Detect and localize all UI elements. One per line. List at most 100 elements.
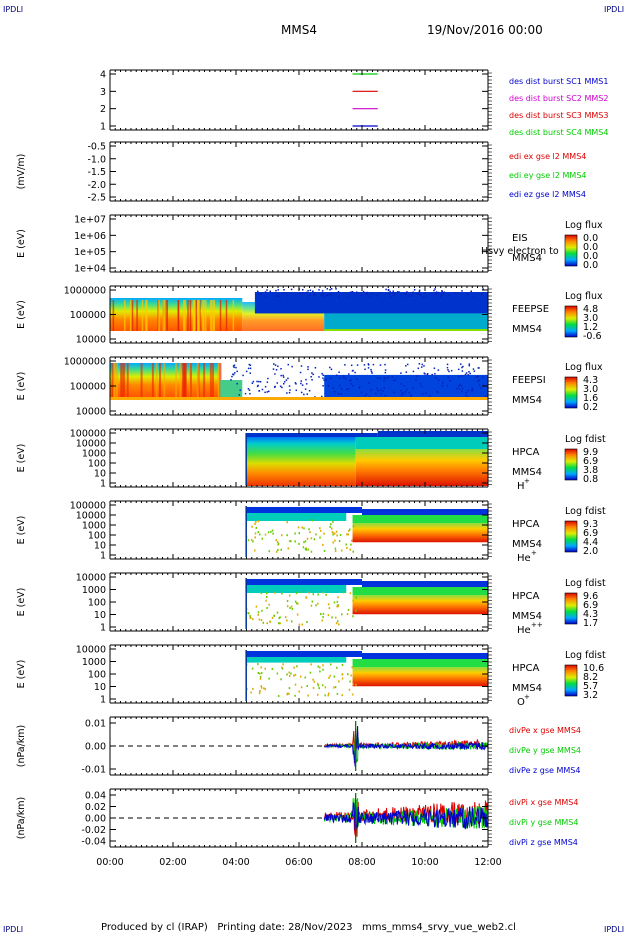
feepsi-noise-dot	[251, 382, 254, 384]
hpca-speck	[286, 521, 288, 524]
feepsi-noise-dot	[459, 363, 462, 365]
feepsi-noise-dot	[461, 366, 463, 369]
hpca_o-y-tick-label: 10000	[76, 645, 106, 656]
hpca-speck	[355, 596, 358, 599]
feepse-y-label: E (eV)	[16, 300, 27, 329]
feepse-streak	[183, 300, 185, 331]
hpca-speck	[323, 549, 326, 552]
feepse-noise-dot	[274, 295, 277, 297]
feepsi-noise-dot	[478, 379, 480, 382]
feepsi-noise-dot	[446, 366, 449, 369]
hpca-speck	[255, 605, 258, 608]
date-title: 19/Nov/2016 00:00	[427, 23, 543, 37]
divpe-y-tick-label: 0.01	[85, 719, 106, 730]
hpca-speck	[257, 520, 260, 523]
hpca-speck	[309, 531, 311, 534]
divpi-legend-entry: divPi y gse MMS4	[509, 818, 578, 827]
feepsi-noise-dot	[305, 378, 307, 381]
feepsi-noise-dot	[258, 390, 260, 392]
hpca-speck	[251, 525, 253, 528]
feepse-noise-dot	[441, 290, 443, 292]
feepsi-noise-dot	[423, 372, 426, 374]
feepse-noise-dot	[418, 289, 421, 292]
feepsi-spacecraft-label: MMS4	[512, 395, 542, 406]
eis-colorbar-tick-label: 0.0	[583, 251, 598, 262]
feepsi-noise-dot	[384, 371, 387, 374]
hpca-speck	[281, 666, 283, 669]
hpca-speck	[253, 549, 256, 552]
feepse-noise-dot	[440, 294, 442, 296]
feepsi-streak	[126, 363, 129, 397]
feepsi-noise-dot	[249, 364, 252, 367]
feepse-noise-dot	[388, 293, 390, 296]
feepse-noise-dot	[309, 294, 312, 296]
feepsi-noise-dot	[421, 363, 424, 366]
feepsi-noise-dot	[322, 374, 324, 377]
feepse-noise-dot	[378, 292, 380, 294]
feepsi-noise-dot	[248, 389, 251, 391]
feepse-streak	[141, 300, 144, 331]
hpca-speck	[257, 613, 259, 616]
hpca-speck	[298, 690, 300, 693]
feepsi-noise-dot	[400, 372, 402, 374]
feepsi-noise-dot	[382, 390, 385, 392]
hpca_h-spacecraft-label: MMS4	[512, 467, 542, 478]
feepsi-noise-dot	[306, 393, 309, 395]
feepsi-noise-dot	[300, 380, 303, 382]
hpca-speck	[278, 617, 281, 620]
feepse-streak	[203, 300, 205, 331]
hpca_o-y-tick-label: 100	[88, 670, 106, 681]
feepsi-noise-dot	[274, 364, 277, 366]
feepse-noise-dot	[258, 293, 260, 295]
hpca_o-y-label: E (eV)	[16, 660, 27, 689]
feepsi-colorbar	[564, 376, 578, 409]
feepsi-noise-dot	[322, 377, 324, 379]
feepsi-noise-dot	[384, 363, 386, 366]
hpca-speck	[288, 540, 291, 543]
hpca-speck	[331, 531, 334, 534]
feepse-noise-dot	[330, 294, 332, 297]
hpca-start-edge	[245, 434, 247, 485]
eis-y-tick-label: 1e+04	[74, 264, 106, 275]
feepse-noise-dot	[320, 294, 323, 296]
feepse-noise-dot	[321, 292, 324, 294]
feepsi-noise-dot	[480, 387, 482, 389]
feepsi-streak	[203, 363, 206, 397]
hpca-speck	[305, 596, 307, 599]
hpca-speck	[332, 520, 334, 523]
feepse-noise-dot	[265, 295, 267, 298]
feepse-noise-dot	[362, 290, 365, 293]
hpca-speck	[303, 541, 305, 544]
hpca-speck	[341, 663, 344, 666]
x-tick-label: 10:00	[411, 857, 438, 868]
feepse-noise-dot	[448, 294, 450, 297]
feepsi-noise-dot	[337, 392, 340, 395]
feepsi-noise-dot	[458, 388, 461, 390]
feepse-noise-dot	[294, 295, 297, 297]
feepsi-noise-dot	[385, 377, 388, 379]
edi-y-tick-label: -1.0	[87, 154, 106, 165]
feepsi-streak	[179, 363, 182, 397]
hpca-speck	[268, 550, 271, 553]
hpca-speck	[294, 683, 297, 686]
feepsi-streak	[175, 363, 178, 397]
divpe-y-label: (nPa/km)	[16, 725, 27, 768]
feepsi-noise-dot	[400, 383, 402, 385]
feepsi-noise-dot	[248, 363, 251, 366]
divpi-y-tick-label: 0.02	[85, 802, 106, 813]
hpca-speck	[304, 676, 307, 679]
feepsi-noise-dot	[416, 375, 418, 378]
feepsi-noise-dot	[380, 393, 383, 395]
divpi-legend-entry: divPi z gse MMS4	[509, 838, 578, 847]
feepse-streak	[199, 300, 201, 331]
hpca_h-y-tick-label: 100	[88, 459, 106, 470]
hpca-speck	[293, 674, 295, 677]
hpca-speck	[317, 684, 320, 687]
hpca-speck	[355, 683, 357, 686]
hpca-speck	[324, 694, 326, 697]
feepse-noise-dot	[290, 288, 293, 291]
hpca-speck	[351, 666, 353, 669]
hpca_o-y-tick-label: 1	[100, 695, 106, 706]
feepse-colorbar-tick-label: 3.0	[583, 313, 598, 324]
hpca-speck	[270, 530, 272, 533]
